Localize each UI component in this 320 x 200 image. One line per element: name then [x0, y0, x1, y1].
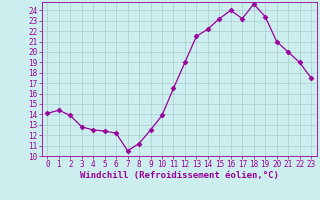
X-axis label: Windchill (Refroidissement éolien,°C): Windchill (Refroidissement éolien,°C) [80, 171, 279, 180]
